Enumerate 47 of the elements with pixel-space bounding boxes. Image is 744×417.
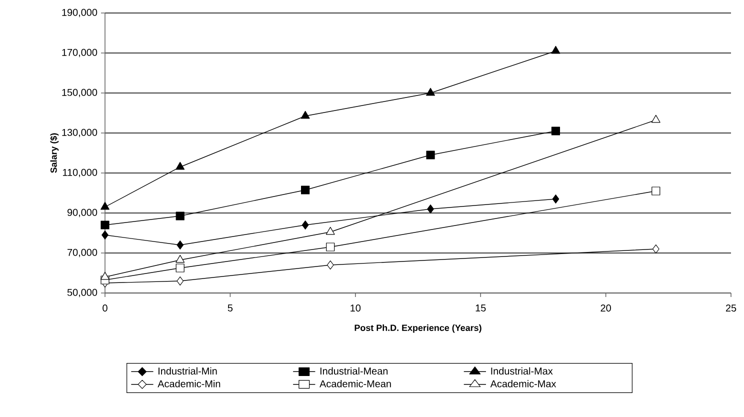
point xyxy=(427,204,434,214)
legend-label: Academic-Max xyxy=(490,380,556,388)
point xyxy=(176,254,185,263)
y-tick-label: 50,000 xyxy=(67,288,98,298)
point xyxy=(301,186,310,194)
y-tick-label: 70,000 xyxy=(68,248,98,258)
point xyxy=(176,162,185,170)
point xyxy=(551,46,560,54)
legend-label: Academic-Mean xyxy=(320,380,391,388)
point xyxy=(426,150,435,160)
point xyxy=(102,230,108,240)
point xyxy=(326,226,335,235)
point xyxy=(176,264,184,272)
x-tick-label: 10 xyxy=(350,304,361,312)
y-tick-label: 150,000 xyxy=(62,88,98,98)
point xyxy=(652,186,660,196)
x-axis-title: Post Ph.D. Experience (Years) xyxy=(354,324,482,333)
point xyxy=(100,202,110,210)
point xyxy=(100,272,110,280)
y-tick-label: 190,000 xyxy=(62,8,98,18)
point xyxy=(326,260,334,270)
point xyxy=(300,110,310,119)
x-tick-label: 20 xyxy=(600,304,611,312)
legend-label: Industrial-Mean xyxy=(320,367,388,375)
legend-label: Industrial-Min xyxy=(158,367,217,375)
y-tick-label: 170,000 xyxy=(62,48,98,58)
point xyxy=(302,220,309,230)
point xyxy=(326,242,335,252)
point xyxy=(551,126,560,136)
point xyxy=(176,212,184,220)
legend-label: Industrial-Max xyxy=(491,367,553,375)
point xyxy=(426,88,435,96)
point xyxy=(176,276,184,286)
x-tick-label: 5 xyxy=(228,304,233,312)
y-tick-label: 110,000 xyxy=(62,168,98,178)
y-tick-label: 90,000 xyxy=(67,208,98,218)
point xyxy=(552,194,560,204)
x-tick-label: 25 xyxy=(726,304,736,312)
x-tick-label: 0 xyxy=(102,304,108,312)
x-tick-label: 15 xyxy=(476,304,486,312)
point xyxy=(651,114,660,123)
point xyxy=(652,244,660,254)
y-tick-label: 130,000 xyxy=(62,128,98,138)
point xyxy=(176,240,184,250)
y-axis-title: Salary ($) xyxy=(50,133,59,173)
point xyxy=(100,220,110,230)
legend-label: Academic-Min xyxy=(158,380,220,388)
